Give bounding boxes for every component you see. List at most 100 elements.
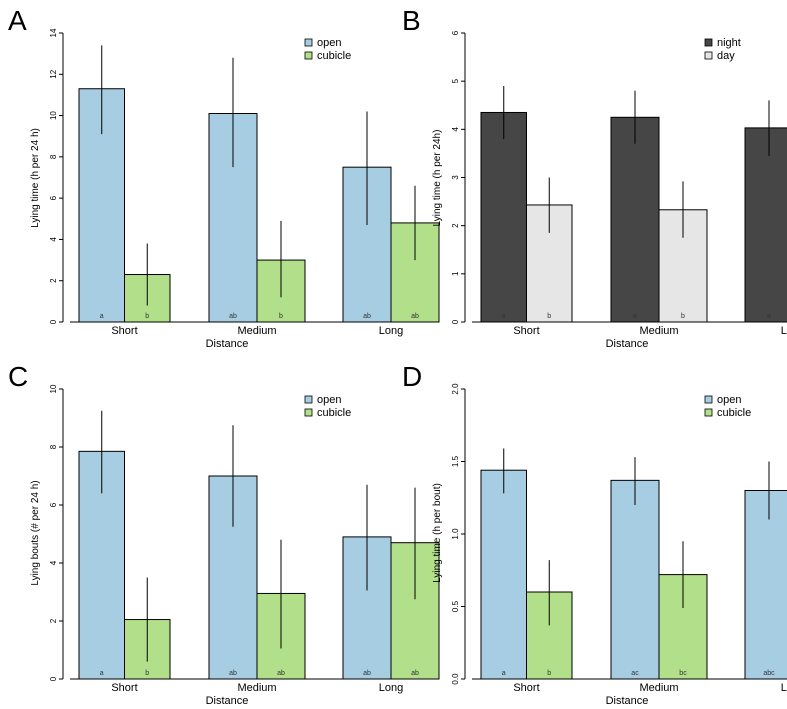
significance-label: b	[547, 313, 551, 320]
significance-label: b	[145, 670, 149, 677]
legend-label: night	[717, 37, 741, 49]
panel-a: A Lying time (h per 24 h) Distance 0 2 4 6 8…	[8, 5, 440, 350]
significance-label: ac	[631, 670, 639, 677]
plot-area: 0123456abShortabMediumabLongnightday	[451, 30, 787, 337]
y-tick-label: 3	[451, 175, 460, 180]
legend-swatch	[304, 38, 313, 47]
category-label: Short	[513, 325, 539, 337]
legend-label: cubicle	[717, 407, 751, 419]
legend-swatch	[704, 38, 713, 47]
y-axis-title: Lying time (h per bout)	[432, 483, 443, 583]
x-axis-title: Distance	[206, 695, 249, 707]
significance-label: b	[547, 670, 551, 677]
y-tick-label: 1.0	[451, 528, 460, 540]
plot-area: 0.00.51.01.52.0abShortacbcMediumabcabcLo…	[451, 383, 787, 694]
category-label: Medium	[237, 325, 276, 337]
category-label: Long	[781, 682, 787, 694]
bar	[610, 116, 660, 323]
y-axis-title: Lying bouts (# per 24 h)	[30, 480, 41, 585]
y-tick-label: 8	[49, 154, 58, 159]
x-axis-title: Distance	[606, 338, 649, 350]
significance-label: abc	[763, 670, 775, 677]
legend-swatch	[304, 395, 313, 404]
bar	[744, 490, 787, 680]
significance-label: a	[100, 670, 104, 677]
y-tick-label: 1.5	[451, 455, 460, 467]
y-tick-label: 6	[451, 30, 460, 35]
y-tick-label: 4	[49, 560, 58, 565]
significance-label: ab	[411, 313, 419, 320]
x-axis-title: Distance	[206, 338, 249, 350]
y-tick-label: 0	[49, 319, 58, 324]
significance-label: a	[633, 313, 637, 320]
y-tick-label: 14	[49, 28, 58, 37]
y-tick-label: 2.0	[451, 383, 460, 395]
y-tick-label: 0.5	[451, 600, 460, 612]
significance-label: ab	[411, 670, 419, 677]
bar	[480, 111, 527, 323]
legend-label: open	[717, 394, 741, 406]
legend-label: cubicle	[317, 50, 351, 62]
legend-swatch	[304, 51, 313, 60]
legend-label: open	[317, 37, 341, 49]
legend-label: cubicle	[317, 407, 351, 419]
significance-label: ab	[277, 670, 285, 677]
significance-label: bc	[679, 670, 687, 677]
significance-label: b	[681, 313, 685, 320]
y-tick-label: 10	[49, 384, 58, 393]
y-tick-label: 5	[451, 78, 460, 83]
category-label: Medium	[237, 682, 276, 694]
category-label: Long	[379, 682, 403, 694]
significance-label: ab	[363, 313, 371, 320]
legend-label: open	[317, 394, 341, 406]
category-label: Long	[379, 325, 403, 337]
bar	[480, 469, 527, 680]
category-label: Medium	[639, 325, 678, 337]
legend-swatch	[704, 408, 713, 417]
panel-b: B Lying time (h per 24h) Distance 0 1 2 3 4 5…	[402, 5, 787, 350]
y-tick-label: 0	[451, 319, 460, 324]
significance-label: a	[502, 313, 506, 320]
panel-letter-b: B	[402, 5, 421, 36]
y-tick-label: 2	[49, 278, 58, 283]
bar	[610, 479, 660, 680]
x-axis-title: Distance	[606, 695, 649, 707]
category-label: Short	[111, 325, 137, 337]
y-tick-label: 6	[49, 502, 58, 507]
y-tick-label: 4	[451, 127, 460, 132]
y-tick-label: 4	[49, 237, 58, 242]
significance-label: a	[767, 313, 771, 320]
significance-label: a	[100, 313, 104, 320]
legend-swatch	[304, 408, 313, 417]
y-tick-label: 6	[49, 195, 58, 200]
y-tick-label: 10	[49, 111, 58, 120]
panel-d: D Lying time (h per bout) Distance 0.0 0.…	[402, 361, 787, 707]
panel-c: C Lying bouts (# per 24 h) Distance 0 2 4 6…	[8, 361, 440, 707]
panel-letter-d: D	[402, 361, 422, 392]
y-tick-label: 2	[49, 618, 58, 623]
panel-letter-a: A	[8, 5, 27, 36]
bar	[744, 127, 787, 323]
legend-swatch	[704, 395, 713, 404]
significance-label: b	[279, 313, 283, 320]
category-label: Short	[111, 682, 137, 694]
bar	[526, 204, 573, 323]
significance-label: ab	[229, 313, 237, 320]
y-tick-label: 2	[451, 223, 460, 228]
y-tick-label: 8	[49, 444, 58, 449]
y-tick-label: 1	[451, 271, 460, 276]
category-label: Medium	[639, 682, 678, 694]
significance-label: ab	[363, 670, 371, 677]
y-tick-label: 12	[49, 69, 58, 78]
significance-label: b	[145, 313, 149, 320]
y-tick-label: 0.0	[451, 673, 460, 685]
significance-label: ab	[229, 670, 237, 677]
category-label: Short	[513, 682, 539, 694]
legend-label: day	[717, 50, 735, 62]
y-tick-label: 0	[49, 676, 58, 681]
significance-label: a	[502, 670, 506, 677]
legend-swatch	[704, 51, 713, 60]
